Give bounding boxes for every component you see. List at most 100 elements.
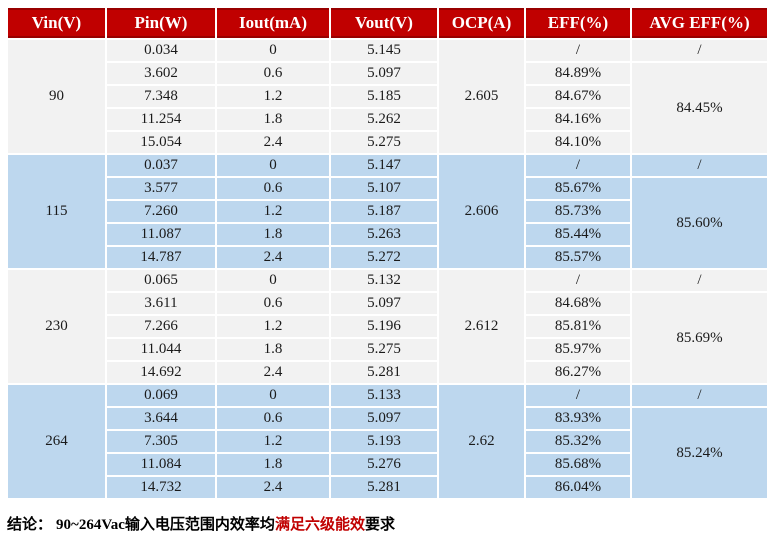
cell-pin: 0.069 bbox=[107, 385, 215, 406]
cell-eff: 84.10% bbox=[526, 132, 630, 153]
cell-eff: / bbox=[526, 385, 630, 406]
table-row: 3.602 0.6 5.097 84.89% 84.45% bbox=[8, 63, 767, 153]
cell-vout: 5.281 bbox=[331, 362, 437, 383]
cell-vout: 5.281 bbox=[331, 477, 437, 498]
cell-iout: 2.4 bbox=[217, 132, 329, 153]
cell-iout: 1.2 bbox=[217, 316, 329, 337]
cell-vout: 5.097 bbox=[331, 63, 437, 84]
cell-vout: 5.145 bbox=[331, 40, 437, 61]
cell-vin: 115 bbox=[8, 155, 105, 268]
cell-iout: 2.4 bbox=[217, 247, 329, 268]
header-row: Vin(V) Pin(W) Iout(mA) Vout(V) OCP(A) EF… bbox=[8, 8, 767, 38]
cell-eff: 86.27% bbox=[526, 362, 630, 383]
cell-vout: 5.262 bbox=[331, 109, 437, 130]
cell-pin: 0.034 bbox=[107, 40, 215, 61]
cell-vout: 5.276 bbox=[331, 454, 437, 475]
cell-eff: 84.68% bbox=[526, 293, 630, 314]
cell-ocp: 2.612 bbox=[439, 270, 524, 383]
table-row: 230 0.065 0 5.132 2.612 / / bbox=[8, 270, 767, 383]
cell-vout: 5.187 bbox=[331, 201, 437, 222]
cell-eff: 85.57% bbox=[526, 247, 630, 268]
cell-pin: 3.611 bbox=[107, 293, 215, 314]
cell-pin: 0.065 bbox=[107, 270, 215, 291]
cell-eff: / bbox=[526, 40, 630, 61]
col-header-eff: EFF(%) bbox=[526, 8, 630, 38]
col-header-ocp: OCP(A) bbox=[439, 8, 524, 38]
cell-eff: 84.16% bbox=[526, 109, 630, 130]
cell-avg-eff: 85.60% bbox=[632, 178, 767, 268]
cell-pin: 14.692 bbox=[107, 362, 215, 383]
cell-eff: 84.89% bbox=[526, 63, 630, 84]
cell-pin: 11.087 bbox=[107, 224, 215, 245]
cell-vout: 5.132 bbox=[331, 270, 437, 291]
cell-vout: 5.147 bbox=[331, 155, 437, 176]
cell-pin: 7.348 bbox=[107, 86, 215, 107]
cell-iout: 1.2 bbox=[217, 431, 329, 452]
cell-pin: 3.644 bbox=[107, 408, 215, 429]
cell-iout: 0 bbox=[217, 385, 329, 406]
cell-vin: 230 bbox=[8, 270, 105, 383]
cell-iout: 0.6 bbox=[217, 293, 329, 314]
cell-pin: 7.305 bbox=[107, 431, 215, 452]
cell-ocp: 2.605 bbox=[439, 40, 524, 153]
table-row: 11.044 1.8 5.275 85.97% bbox=[8, 339, 767, 360]
cell-vin: 264 bbox=[8, 385, 105, 498]
cell-avg-eff: 84.45% bbox=[632, 63, 767, 153]
table-row: 7.260 1.2 5.187 85.73% bbox=[8, 201, 767, 222]
col-header-iout: Iout(mA) bbox=[217, 8, 329, 38]
cell-pin: 15.054 bbox=[107, 132, 215, 153]
table-row: 115 0.037 0 5.147 2.606 / / bbox=[8, 155, 767, 268]
cell-vout: 5.193 bbox=[331, 431, 437, 452]
cell-eff: 83.93% bbox=[526, 408, 630, 429]
table-row: 7.305 1.2 5.193 85.32% bbox=[8, 431, 767, 452]
cell-iout: 1.2 bbox=[217, 201, 329, 222]
cell-eff: 85.81% bbox=[526, 316, 630, 337]
cell-eff: 85.44% bbox=[526, 224, 630, 245]
table-row: 3.644 0.6 5.097 83.93% 85.24% bbox=[8, 408, 767, 498]
cell-pin: 0.037 bbox=[107, 155, 215, 176]
conclusion-post: 要求 bbox=[364, 517, 395, 533]
cell-iout: 1.8 bbox=[217, 454, 329, 475]
table-row: 14.732 2.4 5.281 86.04% bbox=[8, 477, 767, 498]
cell-vout: 5.275 bbox=[331, 132, 437, 153]
cell-iout: 1.8 bbox=[217, 224, 329, 245]
cell-iout: 0.6 bbox=[217, 178, 329, 199]
cell-pin: 7.266 bbox=[107, 316, 215, 337]
cell-pin: 7.260 bbox=[107, 201, 215, 222]
table-row: 7.348 1.2 5.185 84.67% bbox=[8, 86, 767, 107]
table-row: 264 0.069 0 5.133 2.62 / / bbox=[8, 385, 767, 498]
cell-iout: 1.8 bbox=[217, 339, 329, 360]
cell-avg-eff-slash: / bbox=[632, 385, 767, 406]
efficiency-table: Vin(V) Pin(W) Iout(mA) Vout(V) OCP(A) EF… bbox=[6, 6, 769, 500]
conclusion-pre: 90~264Vac输入电压范围内效率均 bbox=[56, 517, 275, 533]
conclusion-label: 结论： bbox=[7, 517, 53, 533]
cell-eff: / bbox=[526, 155, 630, 176]
cell-vout: 5.107 bbox=[331, 178, 437, 199]
cell-vout: 5.097 bbox=[331, 408, 437, 429]
cell-eff: 84.67% bbox=[526, 86, 630, 107]
cell-vout: 5.263 bbox=[331, 224, 437, 245]
cell-avg-eff-slash: / bbox=[632, 40, 767, 61]
table-row: 11.084 1.8 5.276 85.68% bbox=[8, 454, 767, 475]
cell-eff: 86.04% bbox=[526, 477, 630, 498]
cell-eff: 85.73% bbox=[526, 201, 630, 222]
col-header-vout: Vout(V) bbox=[331, 8, 437, 38]
cell-ocp: 2.606 bbox=[439, 155, 524, 268]
cell-vout: 5.272 bbox=[331, 247, 437, 268]
table-row: 14.787 2.4 5.272 85.57% bbox=[8, 247, 767, 268]
cell-avg-eff-slash: / bbox=[632, 155, 767, 176]
cell-vout: 5.133 bbox=[331, 385, 437, 406]
cell-eff: / bbox=[526, 270, 630, 291]
table-row: 15.054 2.4 5.275 84.10% bbox=[8, 132, 767, 153]
cell-iout: 0.6 bbox=[217, 408, 329, 429]
cell-vin: 90 bbox=[8, 40, 105, 153]
col-header-avg-eff: AVG EFF(%) bbox=[632, 8, 767, 38]
cell-iout: 1.8 bbox=[217, 109, 329, 130]
col-header-pin: Pin(W) bbox=[107, 8, 215, 38]
table-row: 7.266 1.2 5.196 85.81% bbox=[8, 316, 767, 337]
table-row: 14.692 2.4 5.281 86.27% bbox=[8, 362, 767, 383]
cell-avg-eff: 85.69% bbox=[632, 293, 767, 383]
cell-eff: 85.32% bbox=[526, 431, 630, 452]
cell-vout: 5.275 bbox=[331, 339, 437, 360]
cell-eff: 85.67% bbox=[526, 178, 630, 199]
